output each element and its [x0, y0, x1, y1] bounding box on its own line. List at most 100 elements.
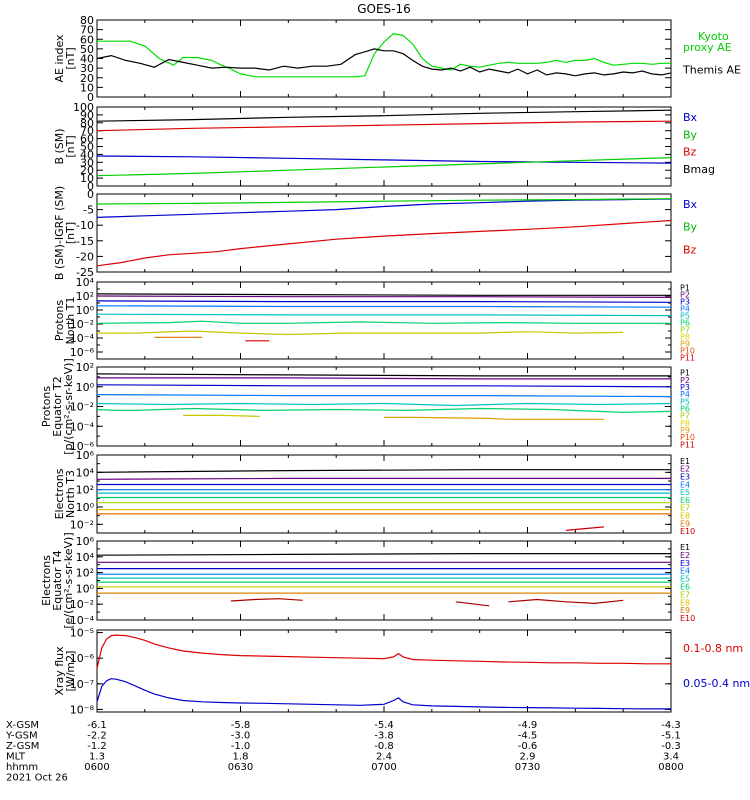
series-line-p6: [96, 407, 672, 414]
y-tick-label: 10⁻²: [70, 518, 94, 531]
y-tick-label: 10: [80, 81, 94, 94]
series-line-p1: [96, 373, 671, 377]
y-tick-label: 40: [80, 148, 94, 161]
y-axis-label-line: Protons: [53, 300, 66, 341]
series-label: proxy AE: [683, 41, 732, 54]
x-tick-value: -1.0: [231, 741, 251, 752]
channel-label: E3: [680, 473, 690, 482]
series-line-e9a: [230, 598, 303, 602]
channel-label: E1: [680, 457, 690, 466]
channel-label: E8: [680, 512, 690, 521]
y-tick-label: 70: [80, 125, 94, 138]
series-label: Kyoto: [698, 30, 729, 43]
channel-label: E9: [680, 519, 690, 528]
channel-label: P2: [680, 291, 690, 300]
channel-label: E9: [680, 606, 690, 615]
channel-label: P1: [680, 369, 690, 378]
y-axis-label-line: Equator T2: [51, 376, 64, 436]
y-tick-label: 20: [80, 164, 94, 177]
y-tick-label: 10⁻⁵: [70, 627, 94, 640]
channel-label: E10: [680, 614, 695, 623]
channel-label: E2: [680, 551, 690, 560]
panel-frame: [96, 454, 672, 534]
channel-label: P9: [680, 426, 690, 435]
x-tick-value: -0.6: [518, 741, 538, 752]
panel-frame: [96, 193, 672, 273]
series-label: Bz: [683, 146, 697, 159]
channel-label: E5: [680, 575, 690, 584]
series-label: 0.05-0.4 nm: [683, 677, 750, 690]
channel-label: P11: [680, 440, 695, 449]
channel-label: E7: [680, 590, 690, 599]
series-line-e9b: [455, 601, 490, 607]
series-label: Bx: [683, 111, 698, 124]
y-axis-label-line: [W/m2]: [64, 651, 77, 692]
series-label: By: [683, 221, 698, 234]
x-row-label: Z-GSM: [6, 741, 39, 752]
channel-label: P7: [680, 412, 690, 421]
channel-label: E6: [680, 582, 690, 591]
x-tick-value: 2.4: [376, 752, 392, 763]
y-axis-label: B (SM)[nT]: [53, 128, 77, 164]
x-tick-value: 1.8: [233, 752, 249, 763]
y-tick-label: 10⁻⁴: [70, 614, 95, 627]
series-label: Bz: [683, 243, 697, 256]
series-label: By: [683, 128, 698, 141]
y-axis-label-line: [nT]: [64, 222, 77, 244]
y-axis-label: Xray flux[W/m2]: [53, 646, 77, 696]
x-tick-value: 0800: [658, 762, 683, 773]
series-line-0-1-0-8-nm: [96, 634, 671, 669]
series-line-bz: [96, 219, 672, 267]
y-tick-label: -15: [76, 235, 94, 248]
y-tick-label: 10⁻⁶: [70, 346, 95, 359]
x-row-label: X-GSM: [6, 720, 39, 731]
series-line-bx: [96, 155, 672, 164]
y-axis-label-line: B (SM): [53, 128, 66, 164]
x-tick-value: -0.8: [374, 741, 394, 752]
series-line-kyoto-proxy-ae: [97, 32, 671, 78]
y-tick-label: 10⁶: [76, 535, 95, 548]
x-tick-value: 1.3: [89, 752, 105, 763]
y-tick-label: 10²: [76, 567, 94, 580]
channel-label: E7: [680, 504, 690, 513]
y-tick-label: 100: [73, 101, 94, 114]
series-line-e1: [96, 469, 671, 473]
y-axis-label-line: North T1: [64, 297, 77, 345]
y-tick-label: 10⁻²: [70, 598, 94, 611]
channel-label: P7: [680, 326, 690, 335]
y-tick-label: 10⁻⁷: [70, 678, 94, 691]
x-tick-value: -5.8: [231, 720, 251, 731]
series-line-p6: [96, 320, 671, 324]
y-tick-label: 40: [80, 53, 94, 66]
y-axis-label-line: B (SM)-IGRF (SM): [53, 186, 66, 280]
panel-frame: [96, 281, 672, 360]
channel-label: P9: [680, 340, 690, 349]
series-line-bmag: [96, 109, 672, 122]
series-line-0-05-0-4-nm: [96, 678, 671, 710]
y-tick-label: -25: [76, 266, 94, 279]
channel-label: P2: [680, 376, 690, 385]
y-tick-label: 10⁴: [76, 466, 95, 479]
y-tick-label: 10⁻⁸: [70, 703, 95, 716]
series-line-themis-ae: [96, 48, 672, 77]
channel-label: E5: [680, 488, 690, 497]
channel-label: P5: [680, 312, 690, 321]
series-label: Themis AE: [682, 64, 741, 77]
channel-label: P6: [680, 405, 690, 414]
y-tick-label: 90: [80, 109, 94, 122]
x-tick-value: 0630: [228, 762, 253, 773]
channel-label: E10: [680, 527, 695, 536]
y-tick-label: 10⁻⁶: [70, 440, 95, 453]
series-label: Bmag: [683, 163, 715, 176]
x-tick-value: -4.3: [661, 720, 681, 731]
x-tick-value: -4.9: [518, 720, 538, 731]
channel-label: E4: [680, 480, 690, 489]
y-tick-label: 50: [80, 43, 94, 56]
x-row-label: Y-GSM: [5, 731, 38, 742]
series-line-p2: [97, 377, 671, 380]
